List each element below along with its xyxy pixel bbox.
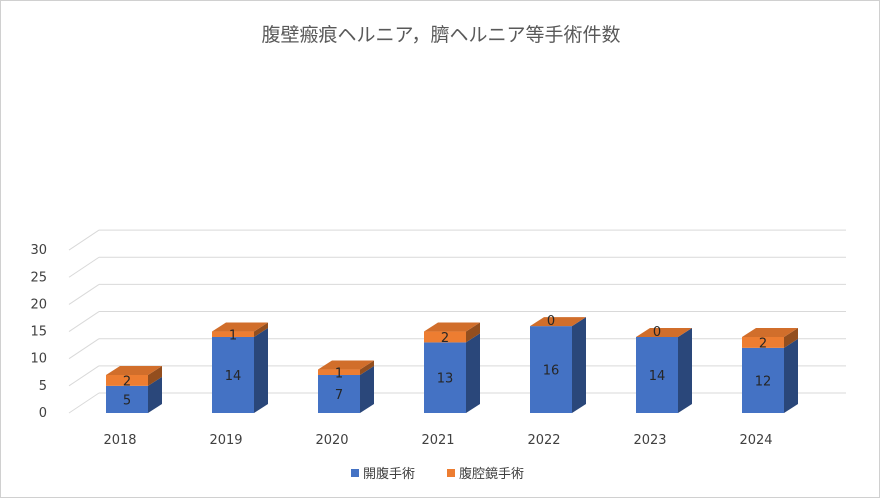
gridline-depth — [68, 229, 100, 251]
y-tick-label: 30 — [30, 243, 47, 258]
gridline-depth — [68, 256, 100, 278]
data-label: 14 — [225, 369, 242, 384]
bar-top — [742, 327, 798, 337]
chart-title: 腹壁瘢痕ヘルニア，臍ヘルニア等手術件数 — [261, 24, 620, 46]
bar-front — [424, 342, 466, 413]
y-axis-ticks: 0 5 10 15 20 25 30 — [30, 243, 47, 421]
x-tick-label: 2024 — [739, 433, 772, 448]
bar-side — [360, 360, 374, 375]
bar-top — [530, 317, 586, 327]
bar-front — [424, 331, 466, 343]
bar-front — [742, 347, 784, 413]
bar-side — [254, 322, 268, 337]
bar-side — [466, 322, 480, 343]
bar-side — [148, 376, 162, 413]
data-label: 2 — [123, 374, 131, 389]
bar-top — [318, 360, 374, 370]
data-label: 0 — [653, 325, 661, 340]
bar-front — [636, 336, 678, 413]
x-tick-label: 2022 — [527, 433, 560, 448]
legend: 開腹手術 腹腔鏡手術 — [351, 466, 524, 482]
y-tick-label: 20 — [30, 297, 47, 312]
gridline-depth — [68, 283, 100, 305]
y-tick-label: 15 — [30, 325, 47, 340]
data-label: 1 — [335, 366, 343, 381]
bar-top — [636, 327, 692, 337]
bar-front — [106, 385, 148, 413]
bar-layer: 5 2 14 1 7 1 13 2 16 0 14 0 12 2 — [106, 314, 798, 413]
x-tick-label: 2023 — [633, 433, 666, 448]
bar-front — [212, 336, 254, 413]
data-label: 13 — [437, 372, 454, 387]
gridline-depth — [68, 365, 100, 387]
x-tick-label: 2021 — [421, 433, 454, 448]
x-tick-label: 2018 — [103, 433, 136, 448]
bar-front — [742, 336, 784, 348]
data-label: 16 — [543, 364, 560, 379]
bar-front — [318, 374, 360, 413]
data-label: 14 — [649, 369, 666, 384]
legend-swatch — [447, 469, 455, 477]
x-axis-ticks: 2018 2019 2020 2021 2022 2023 2024 — [103, 433, 772, 448]
legend-label: 開腹手術 — [363, 466, 415, 482]
data-label: 1 — [229, 328, 237, 343]
bar-side — [254, 327, 268, 413]
bar-side — [148, 365, 162, 386]
gridline-depth — [68, 392, 100, 414]
x-tick-label: 2020 — [315, 433, 348, 448]
bar-top — [212, 322, 268, 332]
bar-top — [106, 365, 162, 375]
bar-side — [678, 327, 692, 413]
data-label: 7 — [335, 388, 343, 403]
gridline-depth — [68, 338, 100, 360]
legend-label: 腹腔鏡手術 — [459, 466, 524, 482]
legend-swatch — [351, 469, 359, 477]
bar-top — [424, 322, 480, 332]
bar-front — [212, 331, 254, 337]
bar-side — [784, 338, 798, 413]
bar-side — [572, 317, 586, 413]
bar-front — [530, 326, 572, 413]
gridline-depth — [68, 311, 100, 332]
y-tick-label: 0 — [39, 406, 47, 421]
y-tick-label: 25 — [30, 270, 47, 285]
bar-side — [360, 365, 374, 413]
bar-front — [318, 369, 360, 375]
data-label: 12 — [755, 374, 772, 389]
y-tick-label: 10 — [30, 352, 47, 367]
bar-side — [466, 333, 480, 413]
y-tick-label: 5 — [39, 379, 47, 394]
data-label: 0 — [547, 314, 555, 329]
bar-side — [784, 327, 798, 348]
data-label: 5 — [123, 393, 131, 408]
data-label: 2 — [441, 331, 449, 346]
data-label: 2 — [759, 336, 767, 351]
bar-front — [106, 374, 148, 386]
x-tick-label: 2019 — [209, 433, 242, 448]
